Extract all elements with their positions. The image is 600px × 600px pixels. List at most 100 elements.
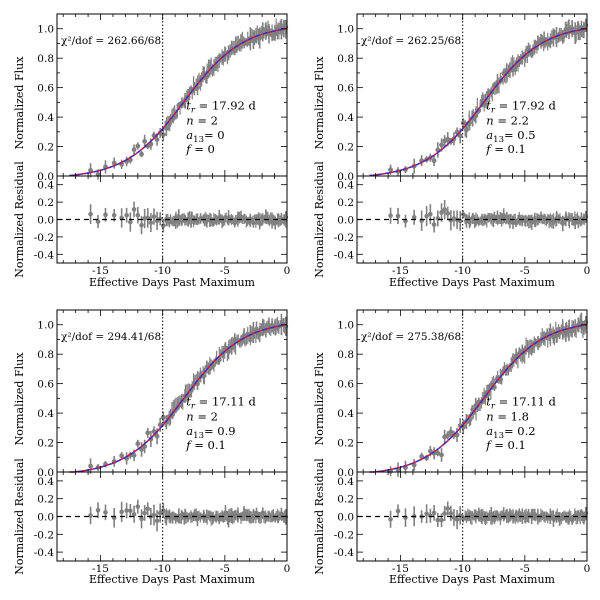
flux-point [419,454,425,459]
y-tick-label-residual: 0.0 [337,512,354,524]
y-tick-label-residual: -0.2 [34,232,54,244]
x-tick-label: -5 [520,265,530,277]
y-tick-label-flux: 0.2 [37,142,54,154]
panel-bottom-left: -15 -10 -5 00.00.20.40.60.81.0-0.4-0.20.00.… [13,309,290,586]
fit-param-a13: a13= 0.2 [486,424,535,441]
y-tick-label-residual: -0.4 [34,547,55,559]
residual-point [442,511,447,516]
residual-point [442,207,447,212]
y-tick-label-flux: 0.6 [337,379,354,391]
y-tick-label-flux: 1.0 [337,24,354,36]
y-axis-label-flux: Normalized Flux [313,352,326,446]
flux-point [131,452,137,458]
y-tick-label-residual: 0.4 [37,476,54,488]
x-tick-label: -15 [392,563,409,575]
flux-point [131,147,137,153]
residual-point [395,508,401,514]
residual-point [128,219,133,225]
residual-point [424,511,429,517]
flux-point [142,138,148,144]
fit-param-a13: a13= 0.5 [486,128,535,145]
y-tick-label-flux: 0.2 [337,438,354,450]
y-tick-label-flux: 0.4 [37,408,54,420]
x-ticks [62,14,288,263]
residual-point [148,220,154,225]
flux-point [145,430,151,436]
model-curve-blue [69,324,288,473]
y-tick-label-residual: -0.2 [334,232,354,244]
y-tick-label-residual: -0.2 [334,529,354,541]
flux-point [431,158,437,164]
y-tick-label-flux: 0.0 [37,467,54,479]
fit-param-n: n = 2 [186,113,218,127]
fit-param-tr: tr = 17.11 d [486,395,556,412]
residual-point [157,216,163,222]
y-tick-label-flux: 1.0 [337,320,354,332]
y-tick-label-flux: 0.4 [37,112,54,124]
x-tick-label: -10 [454,563,471,575]
x-tick-label: -5 [220,563,230,575]
residual-point [145,506,151,512]
fit-param-a13: a13= 0 [186,128,224,145]
flux-point [427,448,433,454]
residual-point [439,517,444,523]
y-tick-label-flux: 0.6 [37,83,54,95]
panel-top-right: -15 -10 -5 00.00.20.40.60.81.0-0.4-0.20.00.… [313,13,590,289]
residual-point [428,211,433,217]
chi-square-label: χ²/dof = 262.66/68 [61,35,161,47]
residual-point [139,516,144,522]
residual-point [160,223,166,228]
residual-point [95,219,101,224]
residual-point [124,212,129,218]
y-axis-label-residual: Normalized Residual [13,161,26,278]
fit-param-tr: tr = 17.11 d [186,395,256,412]
flux-point [457,133,463,139]
residual-point [395,213,401,219]
flux-point [111,160,117,166]
residual-point [445,506,451,511]
residual-point [428,513,433,519]
flux-point [88,463,93,469]
residual-point [131,511,137,517]
residual-point [435,517,441,523]
residual-point [151,214,157,219]
residual-point [88,513,93,518]
fit-param-f: f = 0.1 [185,438,226,452]
flux-point [154,433,160,439]
flux-dense-band [164,316,287,526]
flux-point [448,429,454,435]
model-curve-blue [369,28,588,177]
y-tick-label-flux: 0.0 [337,467,354,479]
fit-param-tr: tr = 17.92 d [186,99,256,116]
y-tick-label-flux: 0.2 [337,142,354,154]
panel-bottom-right: -15 -10 -5 00.00.20.40.60.81.0-0.4-0.20.00.… [313,309,590,586]
y-tick-label-residual: 0.4 [37,180,54,192]
chi-square-label: χ²/dof = 275.38/68 [361,331,461,343]
x-axis-label: Effective Days Past Maximum [389,573,555,586]
y-tick-label-flux: 0.8 [337,349,354,361]
residual-point [119,509,124,515]
y-tick-label-residual: -0.4 [334,547,355,559]
residual-point [135,212,141,218]
residual-point [111,212,117,218]
flux-point [139,151,144,157]
y-axis-label-flux: Normalized Flux [13,352,26,446]
y-tick-label-flux: 0.8 [37,349,54,361]
fit-param-n: n = 1.8 [486,409,529,423]
residual-point [448,511,454,516]
y-tick-label-residual: 0.2 [37,197,54,209]
x-tick-label: 0 [284,265,291,277]
y-axis-label-flux: Normalized Flux [313,56,326,150]
residual-point [142,510,147,516]
residual-point [431,510,437,516]
x-ticks [362,310,588,561]
x-tick-label: -15 [392,265,409,277]
flux-point [139,447,144,452]
residual-point [431,222,437,227]
y-axis-label-residual: Normalized Residual [313,458,326,575]
residual-point [439,210,444,215]
